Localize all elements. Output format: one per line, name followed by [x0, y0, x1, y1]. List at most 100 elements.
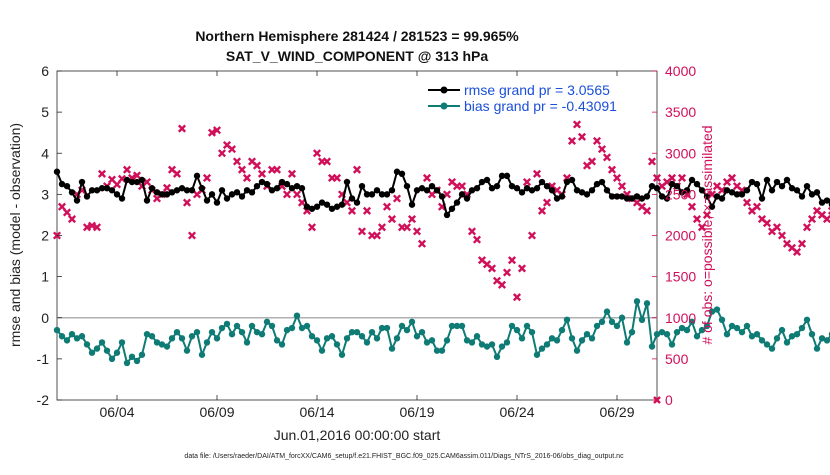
bias-point [523, 322, 531, 330]
rmse-point [663, 195, 671, 202]
bias-point [133, 357, 141, 365]
rmse-point [708, 203, 716, 210]
rmse-point [688, 176, 696, 184]
bias-point [268, 322, 276, 330]
bias-point [118, 339, 126, 346]
obs-count-point [82, 223, 92, 232]
obs-count-point [97, 169, 107, 178]
y-left-tick-label: 6 [41, 63, 49, 79]
bias-point [693, 333, 701, 340]
rmse-point [603, 187, 611, 194]
obs-count-point [212, 126, 222, 135]
rmse-point [208, 191, 216, 198]
bias-point [148, 333, 156, 340]
obs-count-point [182, 198, 192, 207]
bias-point [663, 331, 671, 338]
bias-point [68, 331, 76, 338]
bias-point [478, 341, 486, 348]
bias-point [503, 339, 511, 346]
obs-count-point [162, 183, 172, 192]
bias-point [218, 324, 226, 332]
bias-point [188, 333, 196, 340]
y-right-tick-label: 3000 [665, 145, 696, 161]
legend: rmse grand pr = 3.0565 bias grand pr = -… [428, 82, 617, 114]
bias-point [733, 324, 741, 332]
obs-count-point [687, 202, 697, 211]
rmse-point [338, 201, 346, 208]
bias-point [568, 335, 576, 342]
bias-point [613, 322, 621, 330]
rmse-point [343, 178, 351, 186]
rmse-point [488, 185, 496, 192]
rmse-point [788, 185, 796, 192]
rmse-point [438, 193, 446, 200]
rmse-point [453, 199, 461, 206]
legend-rmse-marker [440, 86, 448, 94]
obs-count-point [507, 256, 517, 265]
bias-point [813, 345, 821, 352]
y-right-tick-label: 1500 [665, 269, 696, 285]
obs-count-point [232, 157, 242, 166]
bias-point [88, 349, 96, 356]
bias-point [783, 339, 791, 346]
bias-point [353, 328, 361, 336]
rmse-point [58, 180, 66, 188]
rmse-point [658, 193, 666, 200]
rmse-point [258, 178, 266, 186]
bias-point [543, 341, 551, 348]
rmse-point [63, 182, 71, 190]
obs-count-point [522, 177, 532, 187]
rmse-point [288, 185, 296, 192]
bias-point [698, 326, 706, 334]
obs-count-point [92, 223, 102, 232]
rmse-point [178, 185, 186, 192]
bias-point [648, 343, 656, 350]
rmse-point [698, 187, 706, 194]
rmse-point [758, 195, 766, 202]
obs-count-point [387, 215, 397, 224]
rmse-point [308, 205, 316, 212]
obs-count-point [592, 136, 602, 145]
y-right-tick-label: 0 [665, 392, 673, 408]
obs-count-point [307, 223, 317, 232]
rmse-point [768, 187, 776, 194]
bias-point [193, 328, 201, 336]
rmse-point [233, 189, 241, 196]
bias-point [253, 328, 261, 336]
rmse-point [378, 191, 386, 198]
obs-count-point [527, 231, 537, 240]
x-tick-label: 06/14 [299, 404, 334, 420]
rmse-point [353, 199, 361, 206]
obs-count-point [597, 145, 607, 154]
rmse-point [138, 176, 146, 184]
bias-point [428, 337, 436, 344]
obs-count-point [727, 173, 737, 182]
rmse-point [278, 178, 286, 186]
rmse-point [93, 187, 101, 194]
rmse-point [478, 178, 486, 186]
rmse-point [578, 189, 586, 196]
rmse-point [703, 193, 711, 200]
obs-count-point [512, 293, 522, 302]
x-axis-label: Jun.01,2016 00:00:00 start [274, 427, 441, 443]
rmse-point [683, 187, 691, 194]
rmse-point [503, 172, 511, 180]
bias-point [748, 333, 756, 340]
obs-count-point [227, 145, 237, 154]
rmse-point [593, 180, 601, 188]
obs-count-point [542, 198, 552, 207]
bias-point [103, 347, 111, 354]
obs-count-point [347, 206, 357, 215]
bias-point [528, 328, 536, 336]
rmse-point [348, 195, 356, 202]
rmse-point [678, 189, 686, 196]
bias-point [753, 331, 761, 338]
y-left-tick-label: 2 [41, 228, 49, 244]
obs-count-point [652, 173, 662, 182]
bias-point [163, 343, 171, 350]
bias-point [658, 328, 666, 336]
rmse-point [413, 187, 421, 194]
obs-count-point [457, 182, 467, 191]
rmse-point [53, 168, 61, 175]
obs-count-point [572, 120, 582, 129]
